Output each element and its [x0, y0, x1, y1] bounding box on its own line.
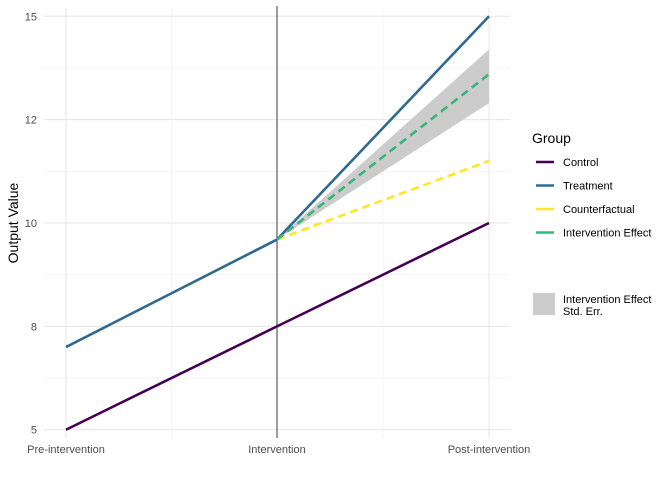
error-band-layer — [277, 49, 489, 240]
x-tick-label: Pre-intervention — [27, 444, 105, 456]
legend-label: Treatment — [563, 181, 613, 193]
panel — [44, 6, 510, 438]
x-tick-label: Intervention — [248, 444, 305, 456]
x-axis-ticks: Pre-intervention Intervention Post-interve… — [27, 444, 530, 456]
legend-key-band — [533, 293, 555, 315]
legend-label: Counterfactual — [563, 204, 635, 216]
error-band — [277, 49, 489, 240]
legend-items: Control Treatment Counterfactual Interventi… — [533, 157, 651, 318]
y-tick-label: 5 — [31, 425, 37, 437]
legend-label: Std. Err. — [563, 306, 603, 318]
series-line-control — [65, 221, 490, 431]
y-tick-label: 10 — [25, 218, 37, 230]
legend-label: Intervention Effect — [563, 228, 651, 240]
legend: Group Control Treatment Counterfactual Inte… — [532, 130, 651, 318]
y-tick-label: 15 — [25, 11, 37, 23]
series-layer — [65, 15, 490, 431]
x-tick-label: Post-intervention — [448, 444, 531, 456]
legend-title: Group — [532, 130, 571, 146]
y-axis-title: Output Value — [5, 182, 21, 263]
series-line-counterfactual — [276, 159, 490, 241]
series-line-intervention-effect — [276, 73, 490, 241]
y-tick-label: 12 — [25, 115, 37, 127]
y-axis-ticks: 5 8 10 12 15 — [25, 11, 37, 436]
y-tick-label: 8 — [31, 321, 37, 333]
legend-label: Control — [563, 157, 598, 169]
legend-label: Intervention Effect — [563, 294, 651, 306]
